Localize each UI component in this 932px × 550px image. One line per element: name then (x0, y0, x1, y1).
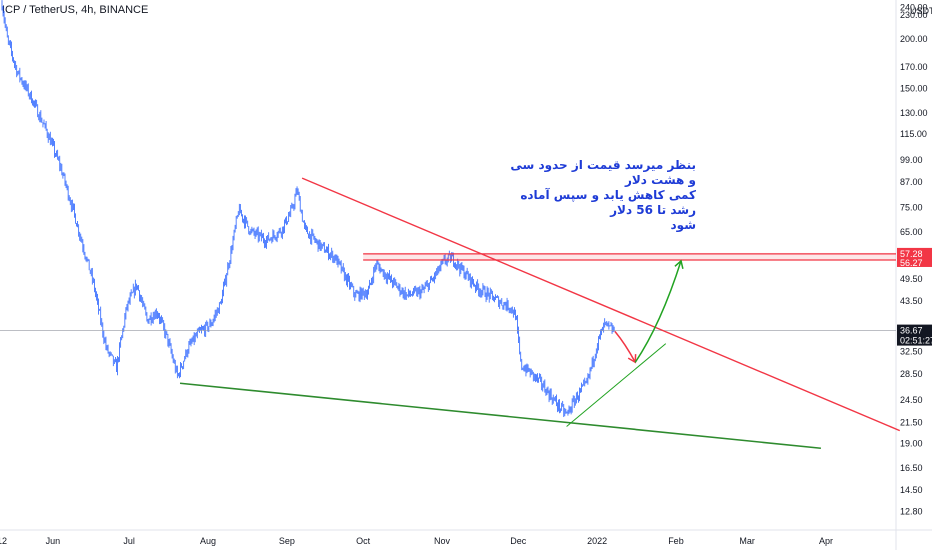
y-tick-label: 75.00 (900, 203, 923, 213)
y-tick-label: 170.00 (900, 62, 928, 72)
y-tick-label: 16.50 (900, 463, 923, 473)
current-price-tag-text: 36.67 (900, 326, 923, 336)
x-tick-label: Apr (819, 536, 833, 546)
y-tick-label: 28.50 (900, 369, 923, 379)
x-tick-label: Mar (739, 536, 755, 546)
y-tick-label: 24.50 (900, 395, 923, 405)
y-tick-label: 14.50 (900, 485, 923, 495)
projection-down-arrow (614, 330, 636, 363)
level-tag-lower-text: 56.27 (900, 258, 923, 268)
y-tick-label: 87.00 (900, 177, 923, 187)
x-tick-label: Aug (200, 536, 216, 546)
annotation-line-2: کمی کاهش یابد و سپس آماده رشد تا 56 دلار (520, 188, 696, 217)
projection-down-arrow-head (627, 354, 637, 364)
trendlines (0, 177, 901, 450)
level-tag-lower (897, 256, 932, 267)
current-price-tag (897, 324, 932, 346)
annotation-line-1: بنظر میرسد قیمت از حدود سی و هشت دلار (510, 158, 696, 187)
x-tick-label: 2022 (587, 536, 607, 546)
y-tick-label: 130.00 (900, 108, 928, 118)
trendline-support (179, 382, 821, 450)
x-tick-label: Nov (434, 536, 451, 546)
level-tag-upper (897, 247, 932, 258)
y-tick-label: 19.00 (900, 439, 923, 449)
chart-title: ICP / TetherUS, 4h, BINANCE (2, 4, 149, 16)
y-tick-label: 43.50 (900, 296, 923, 306)
y-tick-label: 99.00 (900, 155, 923, 165)
y-tick-label: 12.80 (900, 507, 923, 517)
level-band (363, 252, 896, 260)
annotation-text: بنظر میرسد قیمت از حدود سی و هشت دلار کم… (506, 158, 696, 233)
x-tick-label: 12 (0, 536, 7, 546)
x-tick-label: Feb (668, 536, 684, 546)
y-tick-label: 21.50 (900, 417, 923, 427)
y-tick-label: 32.50 (900, 346, 923, 356)
trendline-support-minor (566, 343, 667, 427)
y-unit-label: USDT (910, 6, 932, 16)
x-tick-label: Jun (46, 536, 61, 546)
time-axis[interactable]: 12 Jun Jul Aug Sep Oct Nov Dec 2022 Feb Mar Apr (0, 536, 833, 546)
y-tick-label: 200.00 (900, 34, 928, 44)
x-tick-label: Dec (510, 536, 527, 546)
x-tick-label: Jul (123, 536, 135, 546)
current-price-tag-text: 02:51:27 (900, 336, 932, 346)
y-tick-label: 49.50 (900, 274, 923, 284)
candles (1, 0, 615, 418)
y-tick-label: 240.00 (900, 3, 928, 13)
y-tick-label: 115.00 (900, 129, 927, 139)
trendline-resistance (301, 177, 901, 432)
y-tick-label: 150.00 (900, 83, 928, 93)
x-tick-label: Sep (279, 536, 295, 546)
y-tick-label: 65.00 (900, 227, 923, 237)
x-tick-label: Oct (356, 536, 371, 546)
y-tick-label: 230.00 (900, 10, 928, 20)
level-tag-upper-text: 57.28 (900, 249, 923, 259)
annotation-line-3: شود (670, 218, 696, 232)
projection-up-arrow (634, 260, 682, 363)
projection-up-arrow-head (674, 259, 684, 270)
